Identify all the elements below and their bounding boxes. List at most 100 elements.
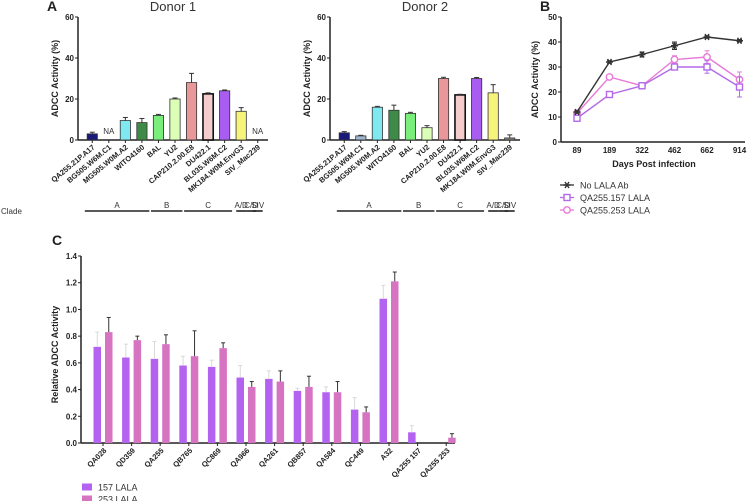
legend-item: 157 LALA (82, 483, 138, 493)
y-axis-label: ADCC Activity (%) (50, 40, 60, 117)
y-tick-label: 40 (317, 54, 326, 63)
bar (207, 366, 216, 443)
clade-label: Clade (1, 207, 22, 216)
point-marker (735, 83, 744, 91)
bar (388, 109, 400, 141)
y-tick-label: 0 (553, 138, 558, 147)
clade-label: B (416, 201, 421, 210)
bar (119, 120, 131, 141)
bar (152, 115, 164, 141)
y-tick-label: 50 (548, 13, 557, 22)
point-marker (638, 82, 646, 90)
clade-label: B (164, 201, 169, 210)
bar (408, 432, 416, 443)
y-tick-label: 20 (317, 95, 326, 104)
bar (293, 390, 302, 443)
series-qa255-253-lala (573, 50, 744, 118)
bar (219, 348, 227, 443)
bar (86, 133, 98, 141)
x-tick-label: QA028 (85, 446, 108, 469)
legend-label: 253 LALA (98, 495, 138, 501)
bar (265, 378, 273, 443)
clade-label: C (457, 201, 463, 210)
clade-label: C (205, 201, 211, 210)
point-marker (606, 58, 613, 66)
point-marker (671, 42, 678, 50)
bar (350, 409, 359, 443)
clade-label: A/D (487, 201, 501, 210)
chart-title: Donor 1 (150, 0, 196, 14)
series-no-lala-ab (573, 33, 743, 116)
bar (355, 135, 367, 141)
clade-label: A (366, 201, 372, 210)
panel-letter-a: A (47, 0, 57, 14)
na-label: NA (252, 127, 264, 136)
x-tick-label: QA255 157 (390, 446, 423, 479)
y-axis-label: ADCC Activity (%) (530, 41, 540, 118)
point-marker (703, 63, 711, 71)
bar (379, 298, 387, 443)
point-marker (563, 181, 571, 189)
y-tick-label: 20 (65, 95, 74, 104)
point-marker (605, 73, 614, 81)
y-tick-label: 10 (548, 113, 557, 122)
x-tick-label: QA584 (314, 445, 338, 469)
series-line (576, 36, 740, 113)
x-tick-label: QA261 (257, 446, 280, 469)
y-tick-label: 0.6 (66, 359, 78, 368)
series-line (576, 56, 740, 114)
bar (235, 110, 247, 141)
y-axis-label: Relative ADCC Activity (50, 306, 60, 403)
bar (179, 365, 187, 443)
y-tick-label: 0 (322, 136, 327, 145)
point-marker (703, 53, 711, 61)
point-marker (563, 206, 571, 214)
y-tick-label: 0 (70, 136, 75, 145)
bar (333, 392, 342, 443)
bar (438, 78, 450, 141)
point-marker (670, 63, 679, 71)
bar (202, 93, 215, 141)
point-marker (563, 193, 571, 202)
x-tick-label: BAL (397, 142, 415, 159)
bar (487, 92, 499, 141)
x-tick-label: QC869 (200, 446, 223, 469)
point-marker (573, 114, 581, 122)
y-tick-label: 30 (548, 63, 557, 72)
clade-label: C/D (496, 201, 510, 210)
na-label: NA (103, 127, 115, 136)
legend-item: QA255.157 LALA (560, 193, 650, 203)
chart-B: 0 10 20 30 40 50 ADCC Activity (%) 89 189 322 462 6… (530, 13, 747, 216)
clade-label: SIV (503, 201, 517, 210)
legend-label: QA255.157 LALA (580, 193, 650, 203)
y-tick-label: 60 (65, 13, 74, 22)
series-line (576, 66, 740, 119)
x-tick-label: 462 (668, 146, 682, 155)
clade-label: SIV (251, 201, 265, 210)
y-tick-label: 20 (548, 88, 557, 97)
x-tick-label: QA966 (228, 446, 251, 469)
chart-title: Donor 2 (402, 0, 448, 14)
y-tick-label: 0.4 (66, 386, 78, 395)
clade-label: C/D (244, 201, 258, 210)
point-marker (670, 55, 679, 64)
bar (338, 132, 350, 141)
clade-label: A/D (235, 201, 249, 210)
y-tick-label: 60 (317, 13, 326, 22)
bar (219, 90, 231, 141)
y-tick-label: 0.2 (66, 412, 78, 421)
point-marker (638, 51, 646, 58)
x-tick-label: QD359 (114, 446, 137, 469)
bar (122, 357, 130, 443)
bar (305, 386, 313, 443)
bar (136, 122, 148, 141)
legend-swatch (82, 483, 92, 491)
bar (105, 332, 113, 443)
x-tick-label: 89 (573, 146, 582, 155)
bar (236, 377, 244, 443)
y-tick-label: 1.4 (66, 252, 78, 261)
x-tick-label: QA255 (142, 446, 165, 469)
point-marker (736, 37, 743, 45)
